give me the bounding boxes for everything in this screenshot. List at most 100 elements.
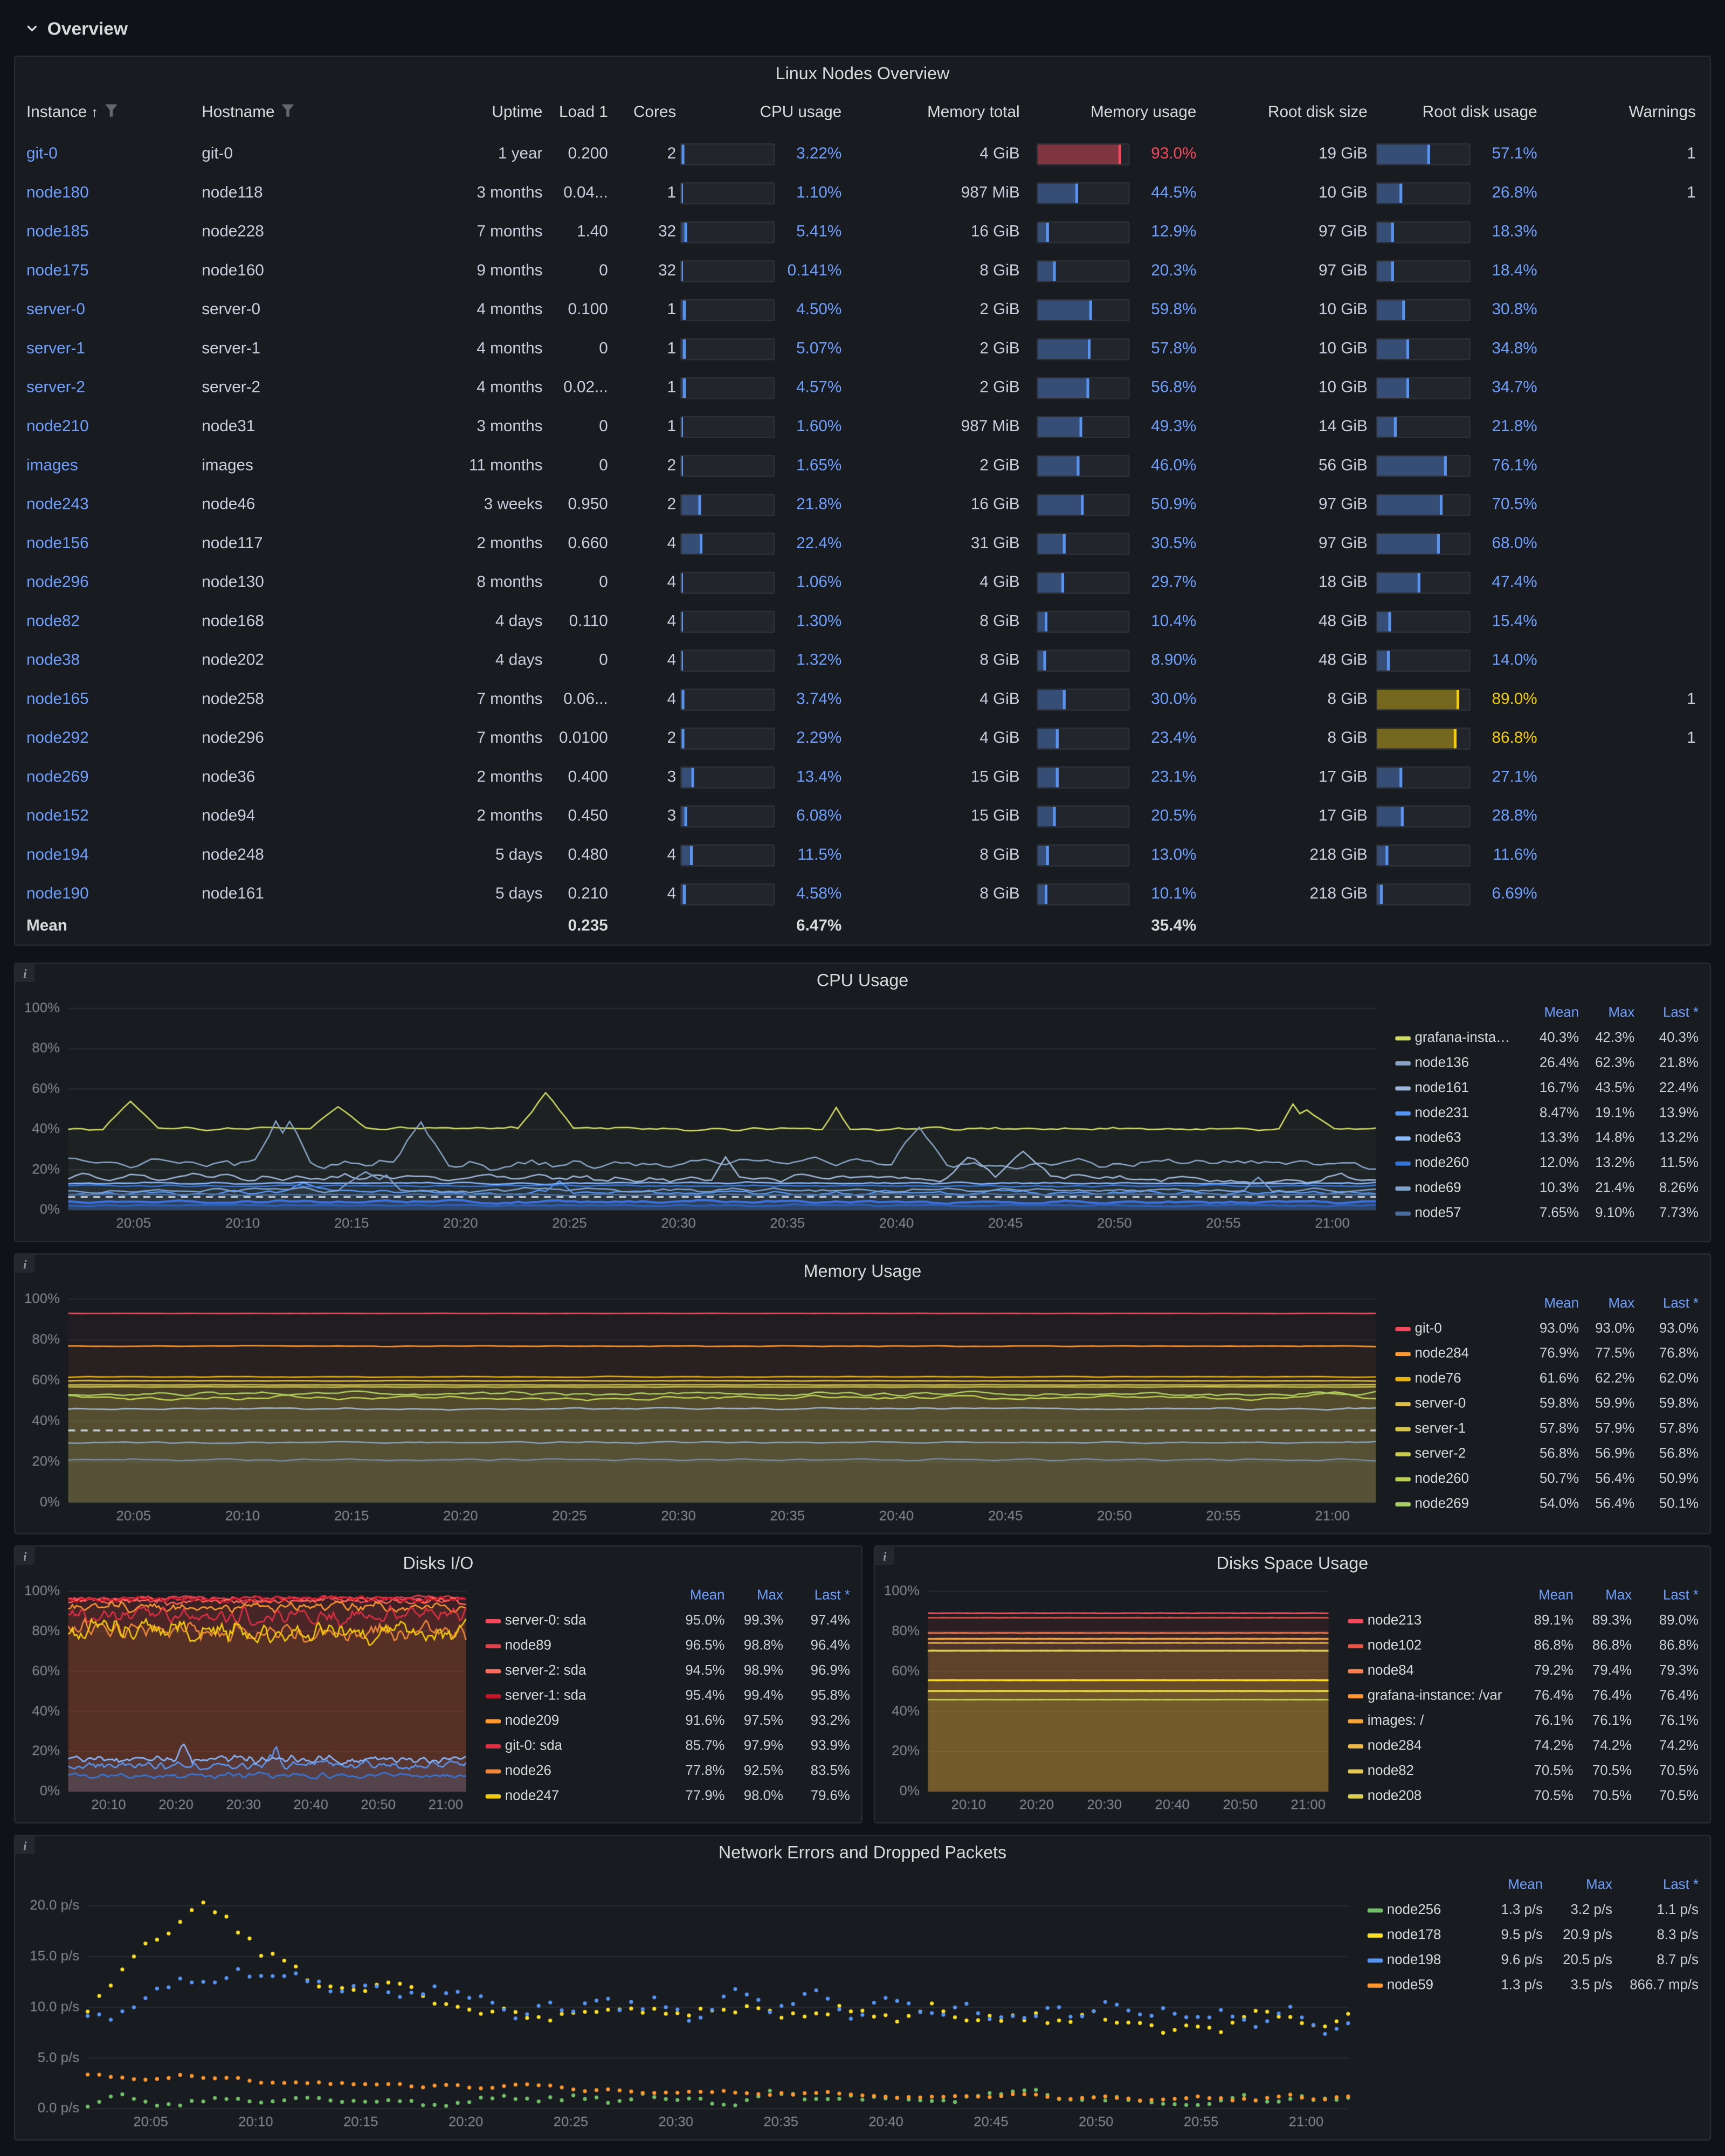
legend-series-name[interactable]: grafana-instance: [1414, 1029, 1519, 1046]
legend-series-name[interactable]: images: /: [1367, 1713, 1424, 1729]
instance-link[interactable]: node156: [26, 535, 89, 552]
legend-header-last[interactable]: Last *: [1662, 1295, 1699, 1311]
legend-header-mean[interactable]: Mean: [1508, 1877, 1543, 1892]
instance-link[interactable]: node165: [26, 691, 89, 708]
panel-title[interactable]: Disks Space Usage: [1216, 1553, 1369, 1573]
col-header-cores[interactable]: Cores: [633, 104, 677, 121]
cpu-usage-chart[interactable]: [20, 997, 1387, 1235]
instance-link[interactable]: node190: [26, 886, 89, 903]
col-header-uptime[interactable]: Uptime: [492, 104, 543, 121]
legend-series-name[interactable]: node247: [505, 1788, 560, 1803]
legend-series-name[interactable]: node69: [1414, 1180, 1461, 1196]
instance-link[interactable]: node292: [26, 730, 89, 747]
legend-series-name[interactable]: node284: [1367, 1738, 1422, 1753]
legend-series-name[interactable]: node102: [1367, 1637, 1422, 1654]
instance-link[interactable]: node180: [26, 185, 89, 202]
legend-series-name[interactable]: node208: [1367, 1788, 1422, 1803]
legend-series-name[interactable]: node209: [505, 1713, 560, 1729]
legend-series-name[interactable]: grafana-instance: /var: [1367, 1688, 1502, 1704]
legend-series-name[interactable]: server-1: sda: [505, 1688, 586, 1704]
legend-header-last[interactable]: Last *: [1662, 1005, 1699, 1020]
instance-link[interactable]: server-2: [26, 379, 85, 397]
panel-info-icon[interactable]: i: [15, 1546, 35, 1565]
legend-series-name[interactable]: node260: [1414, 1155, 1469, 1171]
legend-series-name[interactable]: git-0: sda: [505, 1738, 562, 1753]
legend-series-name[interactable]: node213: [1367, 1613, 1422, 1628]
memory-usage-chart[interactable]: [20, 1288, 1387, 1528]
legend-series-name[interactable]: node26: [505, 1763, 551, 1779]
panel-title[interactable]: Network Errors and Dropped Packets: [718, 1843, 1007, 1863]
legend-series-name[interactable]: node161: [1414, 1080, 1469, 1096]
instance-link[interactable]: node38: [26, 652, 80, 669]
col-header-hostname[interactable]: Hostname: [191, 104, 377, 121]
instance-link[interactable]: images: [26, 458, 78, 475]
legend-series-name[interactable]: node89: [505, 1637, 551, 1654]
legend-series-name[interactable]: node57: [1414, 1205, 1461, 1221]
legend-header-max[interactable]: Max: [1608, 1005, 1635, 1020]
instance-link[interactable]: node210: [26, 418, 89, 436]
col-header-warnings[interactable]: Warnings: [1629, 104, 1696, 121]
disks-io-chart[interactable]: [20, 1580, 478, 1817]
legend-header-max[interactable]: Max: [1605, 1587, 1632, 1604]
legend-series-name[interactable]: node136: [1414, 1055, 1469, 1070]
instance-link[interactable]: node175: [26, 262, 89, 280]
legend-series-name[interactable]: git-0: [1414, 1321, 1442, 1336]
legend-series-name[interactable]: node198: [1386, 1952, 1441, 1968]
panel-title[interactable]: Disks I/O: [403, 1553, 474, 1573]
legend-series-name[interactable]: node76: [1414, 1371, 1461, 1386]
panel-info-icon[interactable]: i: [875, 1546, 895, 1565]
legend-header-last[interactable]: Last *: [1662, 1587, 1699, 1604]
legend-series-name[interactable]: node63: [1414, 1130, 1461, 1146]
instance-link[interactable]: node243: [26, 496, 89, 514]
col-header-root-disk-size[interactable]: Root disk size: [1268, 104, 1368, 121]
legend-series-name[interactable]: node284: [1414, 1345, 1469, 1362]
panel-title[interactable]: Memory Usage: [803, 1261, 922, 1281]
legend-series-name[interactable]: node256: [1386, 1902, 1441, 1918]
legend-series-name[interactable]: node82: [1367, 1763, 1414, 1779]
legend-series-name[interactable]: node59: [1386, 1977, 1434, 1993]
panel-info-icon[interactable]: i: [15, 1254, 35, 1273]
panel-title[interactable]: CPU Usage: [816, 971, 909, 991]
col-header-instance[interactable]: Instance ↑: [15, 104, 190, 121]
legend-header-mean[interactable]: Mean: [1544, 1005, 1579, 1020]
instance-link[interactable]: node296: [26, 574, 89, 591]
legend-series-name[interactable]: server-2: sda: [505, 1663, 586, 1678]
instance-link[interactable]: node185: [26, 224, 89, 241]
col-header-cpu-usage[interactable]: CPU usage: [760, 104, 842, 121]
col-header-root-disk-usage[interactable]: Root disk usage: [1422, 104, 1537, 121]
legend-series-name[interactable]: server-1: [1414, 1421, 1466, 1436]
panel-info-icon[interactable]: i: [15, 964, 35, 982]
disks-space-usage-chart[interactable]: [880, 1580, 1340, 1817]
instance-link[interactable]: server-0: [26, 302, 85, 319]
legend-series-name[interactable]: node269: [1414, 1496, 1469, 1511]
legend-header-max[interactable]: Max: [757, 1587, 783, 1604]
legend-header-max[interactable]: Max: [1608, 1295, 1635, 1311]
filter-icon[interactable]: [281, 104, 294, 117]
col-header-memory-usage[interactable]: Memory usage: [1091, 104, 1197, 121]
overview-section-header[interactable]: Overview: [0, 0, 1725, 56]
legend-header-mean[interactable]: Mean: [1538, 1587, 1574, 1604]
network-errors-chart[interactable]: [20, 1869, 1360, 2134]
instance-link[interactable]: git-0: [26, 146, 58, 163]
legend-header-last[interactable]: Last *: [814, 1587, 850, 1604]
legend-series-name[interactable]: node231: [1414, 1105, 1469, 1121]
legend-series-name[interactable]: server-2: [1414, 1446, 1466, 1461]
legend-series-name[interactable]: server-0: [1414, 1395, 1466, 1412]
legend-series-name[interactable]: node260: [1414, 1471, 1469, 1487]
panel-info-icon[interactable]: i: [15, 1836, 35, 1855]
legend-header-max[interactable]: Max: [1586, 1877, 1612, 1892]
instance-link[interactable]: node269: [26, 769, 89, 786]
panel-title[interactable]: Linux Nodes Overview: [775, 64, 950, 84]
instance-link[interactable]: node82: [26, 613, 80, 631]
filter-icon[interactable]: [105, 104, 118, 117]
col-header-memory-total[interactable]: Memory total: [927, 104, 1020, 121]
legend-header-last[interactable]: Last *: [1662, 1877, 1699, 1892]
instance-link[interactable]: node152: [26, 808, 89, 825]
col-header-load1[interactable]: Load 1: [558, 104, 608, 121]
legend-series-name[interactable]: node84: [1367, 1663, 1414, 1678]
legend-series-name[interactable]: node178: [1386, 1927, 1441, 1943]
instance-link[interactable]: server-1: [26, 341, 85, 358]
legend-header-mean[interactable]: Mean: [1544, 1295, 1579, 1311]
legend-header-mean[interactable]: Mean: [689, 1587, 725, 1604]
legend-series-name[interactable]: server-0: sda: [505, 1613, 586, 1628]
